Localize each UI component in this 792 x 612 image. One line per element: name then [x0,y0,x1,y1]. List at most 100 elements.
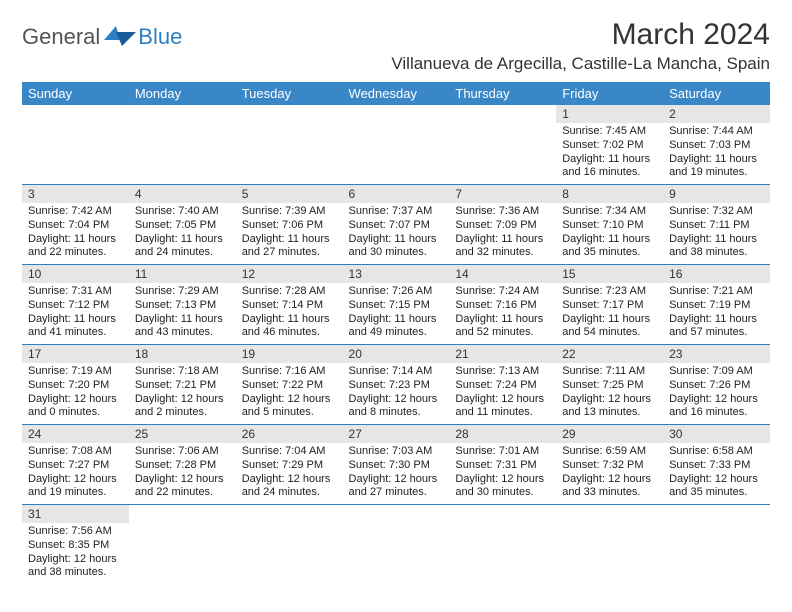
day-details: Sunrise: 7:13 AMSunset: 7:24 PMDaylight:… [449,363,556,424]
daylight-line: Daylight: 12 hours and 5 minutes. [242,393,337,421]
sunrise-line: Sunrise: 7:39 AM [242,205,337,219]
day-details: Sunrise: 7:28 AMSunset: 7:14 PMDaylight:… [236,283,343,344]
day-number: 27 [343,425,450,443]
calendar-cell: 28Sunrise: 7:01 AMSunset: 7:31 PMDayligh… [449,425,556,505]
day-details: Sunrise: 7:21 AMSunset: 7:19 PMDaylight:… [663,283,770,344]
day-details: Sunrise: 7:32 AMSunset: 7:11 PMDaylight:… [663,203,770,264]
daylight-line: Daylight: 11 hours and 46 minutes. [242,313,337,341]
day-number: 16 [663,265,770,283]
day-details: Sunrise: 7:03 AMSunset: 7:30 PMDaylight:… [343,443,450,504]
day-number [449,105,556,123]
sunrise-line: Sunrise: 7:32 AM [669,205,764,219]
calendar-cell: 26Sunrise: 7:04 AMSunset: 7:29 PMDayligh… [236,425,343,505]
day-details: Sunrise: 7:18 AMSunset: 7:21 PMDaylight:… [129,363,236,424]
day-number: 5 [236,185,343,203]
day-number: 2 [663,105,770,123]
sunset-line: Sunset: 7:28 PM [135,459,230,473]
day-details: Sunrise: 7:39 AMSunset: 7:06 PMDaylight:… [236,203,343,264]
day-number: 19 [236,345,343,363]
day-number: 30 [663,425,770,443]
day-number: 17 [22,345,129,363]
day-number: 13 [343,265,450,283]
calendar-cell: 23Sunrise: 7:09 AMSunset: 7:26 PMDayligh… [663,345,770,425]
calendar-cell [236,105,343,185]
calendar-cell [449,105,556,185]
calendar-cell [343,105,450,185]
day-details: Sunrise: 7:31 AMSunset: 7:12 PMDaylight:… [22,283,129,344]
logo: General Blue [22,24,182,50]
sunset-line: Sunset: 7:22 PM [242,379,337,393]
calendar-cell: 20Sunrise: 7:14 AMSunset: 7:23 PMDayligh… [343,345,450,425]
sunset-line: Sunset: 7:17 PM [562,299,657,313]
daylight-line: Daylight: 12 hours and 35 minutes. [669,473,764,501]
sunset-line: Sunset: 7:27 PM [28,459,123,473]
sunrise-line: Sunrise: 7:29 AM [135,285,230,299]
sunrise-line: Sunrise: 7:11 AM [562,365,657,379]
daylight-line: Daylight: 12 hours and 8 minutes. [349,393,444,421]
daylight-line: Daylight: 11 hours and 19 minutes. [669,153,764,181]
calendar-cell [556,505,663,585]
sunrise-line: Sunrise: 7:16 AM [242,365,337,379]
calendar-cell: 8Sunrise: 7:34 AMSunset: 7:10 PMDaylight… [556,185,663,265]
day-details: Sunrise: 7:16 AMSunset: 7:22 PMDaylight:… [236,363,343,424]
daylight-line: Daylight: 11 hours and 41 minutes. [28,313,123,341]
day-number: 11 [129,265,236,283]
daylight-line: Daylight: 11 hours and 22 minutes. [28,233,123,261]
daylight-line: Daylight: 12 hours and 38 minutes. [28,553,123,581]
sunrise-line: Sunrise: 7:06 AM [135,445,230,459]
day-number [343,105,450,123]
sunrise-line: Sunrise: 7:45 AM [562,125,657,139]
day-header-row: SundayMondayTuesdayWednesdayThursdayFrid… [22,82,770,105]
calendar-cell [449,505,556,585]
day-number: 23 [663,345,770,363]
sunrise-line: Sunrise: 7:24 AM [455,285,550,299]
daylight-line: Daylight: 11 hours and 52 minutes. [455,313,550,341]
sunset-line: Sunset: 7:30 PM [349,459,444,473]
day-number: 4 [129,185,236,203]
sunrise-line: Sunrise: 7:03 AM [349,445,444,459]
sunrise-line: Sunrise: 7:36 AM [455,205,550,219]
table-row: 24Sunrise: 7:08 AMSunset: 7:27 PMDayligh… [22,425,770,505]
sunrise-line: Sunrise: 6:59 AM [562,445,657,459]
sunset-line: Sunset: 7:32 PM [562,459,657,473]
sunset-line: Sunset: 7:26 PM [669,379,764,393]
day-header: Thursday [449,82,556,105]
day-header: Monday [129,82,236,105]
daylight-line: Daylight: 11 hours and 54 minutes. [562,313,657,341]
sunrise-line: Sunrise: 7:56 AM [28,525,123,539]
calendar-cell: 30Sunrise: 6:58 AMSunset: 7:33 PMDayligh… [663,425,770,505]
sunset-line: Sunset: 7:19 PM [669,299,764,313]
daylight-line: Daylight: 11 hours and 16 minutes. [562,153,657,181]
day-number: 10 [22,265,129,283]
sunset-line: Sunset: 7:11 PM [669,219,764,233]
day-details: Sunrise: 7:45 AMSunset: 7:02 PMDaylight:… [556,123,663,184]
sunrise-line: Sunrise: 7:26 AM [349,285,444,299]
sunset-line: Sunset: 7:07 PM [349,219,444,233]
sunrise-line: Sunrise: 7:13 AM [455,365,550,379]
calendar-cell: 9Sunrise: 7:32 AMSunset: 7:11 PMDaylight… [663,185,770,265]
day-number [129,105,236,123]
day-number: 14 [449,265,556,283]
sunset-line: Sunset: 7:21 PM [135,379,230,393]
sunrise-line: Sunrise: 7:21 AM [669,285,764,299]
daylight-line: Daylight: 12 hours and 30 minutes. [455,473,550,501]
calendar-cell [343,505,450,585]
day-number [236,105,343,123]
day-number: 9 [663,185,770,203]
calendar-body: 1Sunrise: 7:45 AMSunset: 7:02 PMDaylight… [22,105,770,584]
sunrise-line: Sunrise: 7:34 AM [562,205,657,219]
day-header: Sunday [22,82,129,105]
sunset-line: Sunset: 7:16 PM [455,299,550,313]
sunrise-line: Sunrise: 7:18 AM [135,365,230,379]
day-details: Sunrise: 7:40 AMSunset: 7:05 PMDaylight:… [129,203,236,264]
daylight-line: Daylight: 12 hours and 13 minutes. [562,393,657,421]
calendar-cell: 15Sunrise: 7:23 AMSunset: 7:17 PMDayligh… [556,265,663,345]
sunset-line: Sunset: 7:31 PM [455,459,550,473]
daylight-line: Daylight: 11 hours and 38 minutes. [669,233,764,261]
sunset-line: Sunset: 8:35 PM [28,539,123,553]
day-details: Sunrise: 6:58 AMSunset: 7:33 PMDaylight:… [663,443,770,504]
day-details: Sunrise: 7:19 AMSunset: 7:20 PMDaylight:… [22,363,129,424]
day-number [343,505,450,523]
day-number: 12 [236,265,343,283]
day-number [236,505,343,523]
